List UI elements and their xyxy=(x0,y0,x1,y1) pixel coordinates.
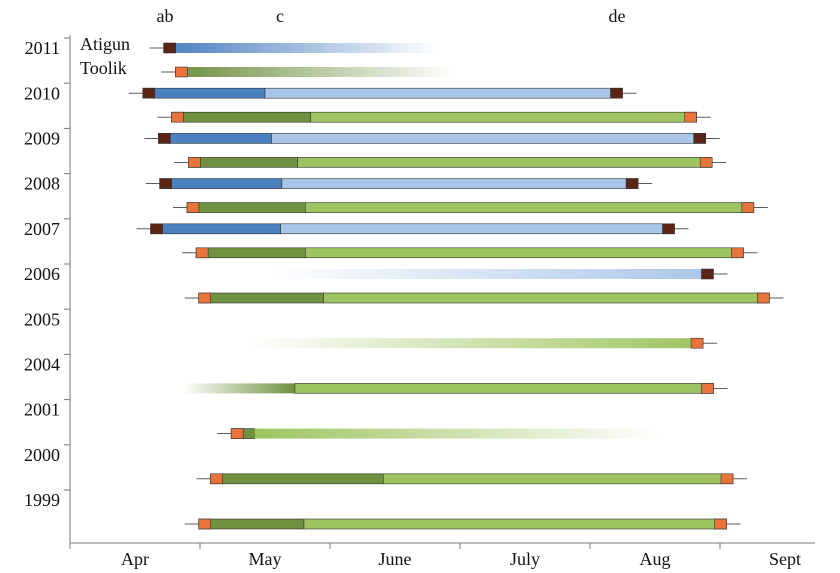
x-tick-label: July xyxy=(510,549,540,569)
start-marker xyxy=(142,87,156,99)
start-marker xyxy=(198,292,211,304)
bar-segment xyxy=(382,473,734,485)
bar-segment xyxy=(280,223,675,235)
annotation: ab xyxy=(157,6,174,26)
bar-segment xyxy=(254,428,661,439)
bar-segment xyxy=(186,202,306,213)
end-marker xyxy=(662,223,675,235)
start-marker xyxy=(186,202,200,213)
end-marker xyxy=(690,337,704,349)
x-tick-label: Apr xyxy=(121,549,149,569)
bar-segment xyxy=(198,518,305,530)
bar-segment xyxy=(150,223,281,235)
x-tick-label: Aug xyxy=(640,549,671,569)
y-tick-label: 2010 xyxy=(24,83,60,103)
bar-segment xyxy=(159,178,283,189)
bar-segment xyxy=(297,157,713,168)
bar-segment xyxy=(175,67,455,77)
start-marker xyxy=(195,247,209,259)
end-marker xyxy=(610,87,623,99)
start-marker xyxy=(150,223,163,235)
y-tick-label: 2004 xyxy=(24,355,60,375)
y-tick-label: 2005 xyxy=(24,309,60,329)
y-tick-label: 1999 xyxy=(24,490,60,510)
end-marker xyxy=(731,247,744,259)
y-tick-label: 2000 xyxy=(24,445,60,465)
bar-segment xyxy=(304,202,755,213)
start-marker xyxy=(175,66,188,78)
start-marker xyxy=(198,518,211,530)
bar-segment xyxy=(323,292,770,304)
annotation: c xyxy=(276,6,284,26)
y-tick-label: 2001 xyxy=(24,400,60,420)
start-marker xyxy=(171,111,184,123)
end-marker xyxy=(714,518,727,530)
x-tick-label: May xyxy=(249,549,282,569)
bar-segment xyxy=(171,111,311,123)
end-marker xyxy=(684,111,697,123)
bar-segment xyxy=(195,247,306,259)
bar-segment xyxy=(310,111,697,123)
bar-segment xyxy=(294,383,714,394)
start-marker xyxy=(159,178,172,189)
bar-segment xyxy=(183,383,295,394)
bar-segment xyxy=(303,518,727,530)
legend-label: Atigun xyxy=(80,34,130,54)
annotation: de xyxy=(609,6,626,26)
bar-segment xyxy=(210,473,384,485)
end-marker xyxy=(757,292,770,304)
bar-segment xyxy=(163,43,441,53)
y-tick-label: 2009 xyxy=(24,129,60,149)
y-tick-label: 2008 xyxy=(24,174,60,194)
bar-segment xyxy=(304,247,744,259)
end-marker xyxy=(699,157,713,168)
bar-segment xyxy=(142,87,266,99)
bar-segment xyxy=(264,87,623,99)
x-tick-label: Sept xyxy=(769,549,801,569)
bar-segment xyxy=(249,338,704,349)
start-marker xyxy=(188,157,201,168)
x-tick-label: June xyxy=(379,549,412,569)
end-marker xyxy=(693,133,707,144)
start-marker xyxy=(158,133,171,144)
end-marker xyxy=(701,268,714,280)
y-tick-label: 2006 xyxy=(24,264,60,284)
end-marker xyxy=(625,178,639,189)
bar-segment xyxy=(158,133,272,144)
bar-segment xyxy=(198,292,324,304)
start-marker xyxy=(230,428,244,439)
y-tick-label: 2011 xyxy=(25,38,60,58)
legend-label: Toolik xyxy=(80,58,127,78)
end-marker xyxy=(720,473,734,485)
bar-segment xyxy=(188,157,298,168)
end-marker xyxy=(701,383,714,394)
y-tick-label: 2007 xyxy=(24,219,60,239)
end-marker xyxy=(741,202,755,213)
bar-segment xyxy=(271,133,707,144)
start-marker xyxy=(210,473,223,485)
bar-segment xyxy=(270,269,714,279)
start-marker xyxy=(163,42,176,54)
bar-segment xyxy=(281,178,639,189)
